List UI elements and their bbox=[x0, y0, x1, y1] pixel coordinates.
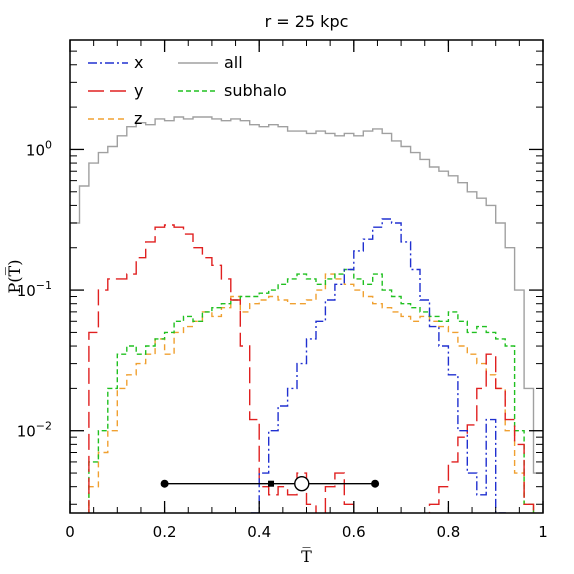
axes-layer: 0 0.2 0.4 0.6 0.8 1 100 10−1 10−2 bbox=[17, 39, 548, 541]
x-axis-label: T̅ bbox=[301, 546, 312, 566]
errorbar-layer bbox=[160, 476, 380, 492]
legend-label-x: x bbox=[134, 53, 143, 72]
error-bar-median-marker bbox=[268, 480, 275, 487]
y-tick-label: 100 bbox=[26, 138, 52, 159]
error-bar-mean-marker bbox=[294, 476, 310, 492]
y-axis-label: P(T̅) bbox=[4, 260, 24, 294]
x-tick-label: 0.4 bbox=[247, 523, 271, 541]
series-all-line bbox=[70, 116, 543, 513]
legend: xyz all subhalo bbox=[88, 53, 287, 128]
series-layer bbox=[70, 116, 543, 513]
x-tick-label: 1 bbox=[538, 523, 548, 541]
series-x-line bbox=[70, 218, 506, 513]
error-bar-max-point bbox=[371, 479, 380, 488]
x-tick-label: 0.2 bbox=[153, 523, 177, 541]
legend-label-subhalo: subhalo bbox=[224, 81, 287, 100]
legend-label-y: y bbox=[134, 81, 143, 100]
series-subhalo-line bbox=[70, 268, 535, 513]
legend-label-all: all bbox=[224, 53, 243, 72]
chart-title: r = 25 kpc bbox=[265, 12, 349, 31]
error-bar-min-point bbox=[160, 479, 169, 488]
series-y-line bbox=[70, 224, 535, 513]
x-tick-label: 0 bbox=[65, 523, 75, 541]
legend-label-z: z bbox=[134, 109, 142, 128]
y-tick-label: 10−2 bbox=[17, 420, 52, 441]
x-tick-label: 0.6 bbox=[342, 523, 366, 541]
y-tick-label: 10−1 bbox=[17, 279, 52, 300]
series-z-line bbox=[70, 273, 535, 513]
x-tick-label: 0.8 bbox=[436, 523, 460, 541]
